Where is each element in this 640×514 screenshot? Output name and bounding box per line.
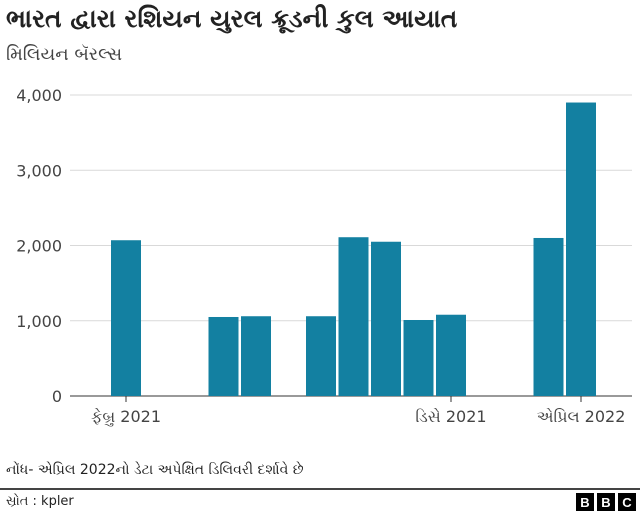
footer-divider <box>0 488 640 490</box>
chart-subtitle: મિલિયન બૅરલ્સ <box>6 44 123 65</box>
bbc-logo: B B C <box>576 493 636 511</box>
bar <box>403 319 434 396</box>
bar-chart: 0 1,000 2,000 3,000 4,000 ફેબ્રુ 2021 ડિસે 202… <box>16 86 632 427</box>
bar <box>338 237 369 396</box>
y-tick-label: 4,000 <box>16 86 62 105</box>
bar <box>306 316 336 396</box>
bar <box>371 241 401 396</box>
bar <box>208 316 239 396</box>
x-tick-label: એપ્રિલ 2022 <box>537 407 626 426</box>
bar <box>436 314 466 396</box>
bar <box>533 237 564 396</box>
bbc-logo-b2: B <box>597 493 615 511</box>
y-tick-label: 2,000 <box>16 237 62 256</box>
x-tick-label: ડિસે 2021 <box>415 407 486 426</box>
bar <box>566 102 596 397</box>
y-tick-label: 1,000 <box>16 312 62 331</box>
bbc-logo-b1: B <box>576 493 594 511</box>
x-tick-label: ફેબ્રુ 2021 <box>91 407 161 427</box>
bar <box>111 240 141 396</box>
y-tick-label: 3,000 <box>16 161 62 180</box>
chart-title: ભારત દ્વારા રશિયન યુરલ ક્રૂડની કુલ આયાત <box>6 4 458 33</box>
bbc-logo-c: C <box>618 493 636 511</box>
chart-note: નોંધ- એપ્રિલ 2022નો ડેટા અપેક્ષિત ડિલિવર… <box>6 462 304 478</box>
source-text: સ્રોત : kpler <box>6 494 74 509</box>
y-tick-label: 0 <box>52 387 62 406</box>
bar <box>241 316 271 396</box>
